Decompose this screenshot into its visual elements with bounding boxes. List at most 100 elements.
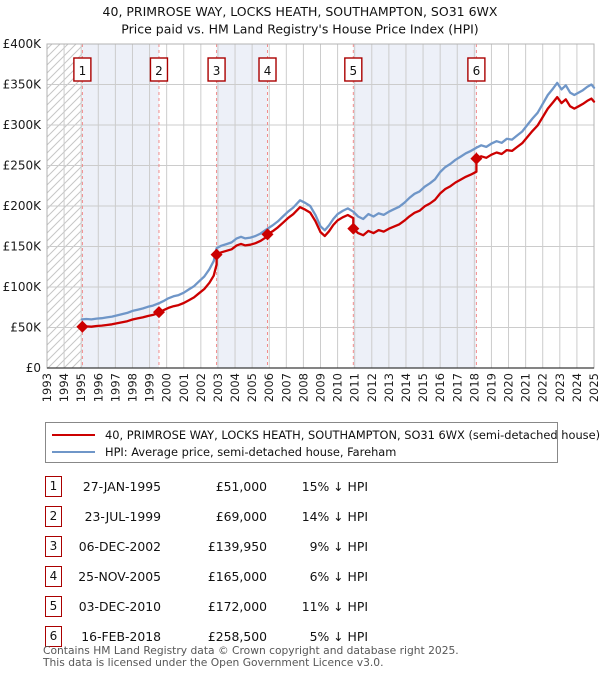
x-tick-label: 1997 (108, 373, 122, 402)
y-tick-label: £100K (3, 280, 43, 294)
sale-date: 06-DEC-2002 (78, 538, 161, 554)
table-row: 5 03-DEC-2010 £172,000 11% ↓ HPI (0, 591, 600, 621)
footer-line2: This data is licensed under the Open Gov… (43, 655, 384, 669)
chart-title-line1: 40, PRIMROSE WAY, LOCKS HEATH, SOUTHAMPT… (103, 4, 498, 19)
sale-price: £51,000 (215, 478, 267, 494)
x-tick-label: 2009 (314, 373, 328, 402)
sale-vs-hpi: 11% ↓ HPI (301, 598, 368, 614)
sale-vs-hpi: 14% ↓ HPI (301, 508, 368, 524)
x-tick-label: 2022 (536, 373, 550, 402)
sale-number-label: 2 (155, 64, 163, 78)
sale-price: £172,000 (207, 598, 267, 614)
hpi-line (80, 81, 596, 321)
x-tick-label: 2003 (211, 373, 225, 402)
sale-price: £165,000 (207, 568, 267, 584)
x-tick-label: 2007 (279, 373, 293, 402)
license-footer: Contains HM Land Registry data © Crown c… (43, 645, 583, 668)
sale-number-label: 1 (79, 64, 87, 78)
x-tick-label: 2013 (382, 373, 396, 402)
y-tick-label: £250K (3, 159, 43, 173)
table-row: 3 06-DEC-2002 £139,950 9% ↓ HPI (0, 531, 600, 561)
x-tick-label: 1998 (125, 373, 139, 402)
x-tick-label: 2016 (433, 373, 447, 402)
x-tick-label: 2020 (502, 373, 516, 402)
legend-item-price-paid: 40, PRIMROSE WAY, LOCKS HEATH, SOUTHAMPT… (46, 426, 600, 443)
sale-number-box (258, 57, 277, 82)
sale-marker-diamond (261, 228, 274, 241)
x-tick-label: 2024 (570, 373, 584, 402)
sale-price: £258,500 (207, 628, 267, 644)
x-tick-label: 1993 (40, 373, 54, 402)
price-paid-line (80, 95, 596, 328)
x-tick-label: 2011 (348, 373, 362, 402)
sale-marker-diamond (210, 248, 223, 261)
y-tick-label: £50K (10, 321, 42, 335)
sales-table: 1 27-JAN-1995 £51,000 15% ↓ HPI 2 23-JUL… (0, 471, 600, 651)
sale-number-box (207, 57, 226, 82)
sale-number-box (344, 57, 363, 82)
x-tick-label: 2025 (587, 373, 600, 402)
sale-number-badge: 4 (45, 565, 62, 587)
x-tick-label: 2021 (519, 373, 533, 402)
legend-item-hpi: HPI: Average price, semi-detached house,… (46, 443, 557, 460)
sale-vs-hpi: 9% ↓ HPI (309, 538, 368, 554)
chart-legend: 40, PRIMROSE WAY, LOCKS HEATH, SOUTHAMPT… (45, 422, 600, 463)
x-tick-label: 2019 (484, 373, 498, 402)
sale-date: 16-FEB-2018 (81, 628, 161, 644)
x-tick-label: 2014 (399, 373, 413, 402)
sale-vs-hpi: 6% ↓ HPI (309, 568, 368, 584)
y-tick-label: £400K (3, 37, 43, 51)
x-tick-label: 1999 (143, 373, 157, 402)
sale-date: 25-NOV-2005 (78, 568, 161, 584)
x-tick-label: 2005 (245, 373, 259, 402)
sale-marker-diamond (347, 222, 360, 235)
y-tick-label: £150K (3, 240, 43, 254)
sale-date: 27-JAN-1995 (82, 478, 161, 494)
sale-vs-hpi: 5% ↓ HPI (309, 628, 368, 644)
x-tick-label: 2008 (296, 373, 310, 402)
x-tick-label: 2006 (262, 373, 276, 402)
sale-number-box (467, 57, 486, 82)
x-tick-label: 2001 (177, 373, 191, 402)
sale-vs-hpi: 15% ↓ HPI (301, 478, 368, 494)
y-tick-label: £0 (26, 361, 41, 375)
sale-number-badge: 2 (45, 505, 62, 527)
y-tick-label: £200K (3, 199, 43, 213)
sale-number-box (149, 57, 169, 82)
sale-number-badge: 3 (45, 535, 62, 557)
x-tick-label: 2015 (416, 373, 430, 402)
sale-number-label: 4 (264, 64, 272, 78)
y-tick-label: £350K (3, 78, 43, 92)
table-row: 1 27-JAN-1995 £51,000 15% ↓ HPI (0, 471, 600, 501)
sale-price: £69,000 (215, 508, 267, 524)
x-tick-label: 2023 (553, 373, 567, 402)
price-line-swatch (52, 433, 95, 436)
chart-title-line2: Price paid vs. HM Land Registry's House … (121, 22, 478, 37)
sale-number-label: 3 (213, 64, 221, 78)
x-tick-label: 1994 (57, 373, 71, 402)
sale-number-label: 6 (473, 64, 481, 78)
x-tick-label: 1996 (91, 373, 105, 402)
y-tick-label: £300K (3, 118, 43, 132)
x-tick-label: 2002 (194, 373, 208, 402)
sale-price: £139,950 (207, 538, 267, 554)
sale-date: 23-JUL-1999 (84, 508, 161, 524)
sale-number-label: 5 (349, 64, 357, 78)
price-history-chart: 40, PRIMROSE WAY, LOCKS HEATH, SOUTHAMPT… (3, 4, 600, 402)
x-tick-label: 1995 (74, 373, 88, 402)
table-row: 2 23-JUL-1999 £69,000 14% ↓ HPI (0, 501, 600, 531)
x-tick-label: 2017 (450, 373, 464, 402)
legend-item-label: HPI: Average price, semi-detached house,… (105, 444, 397, 459)
hpi-line-swatch (52, 450, 95, 453)
table-row: 4 25-NOV-2005 £165,000 6% ↓ HPI (0, 561, 600, 591)
sale-number-badge: 1 (45, 475, 62, 497)
sale-marker-diamond (470, 152, 483, 165)
x-tick-label: 2012 (365, 373, 379, 402)
sale-number-badge: 5 (45, 595, 62, 617)
sale-marker-diamond (152, 306, 165, 319)
sale-date: 03-DEC-2010 (78, 598, 161, 614)
sale-number-box (73, 57, 92, 82)
x-tick-label: 2018 (467, 373, 481, 402)
sale-number-badge: 6 (45, 625, 62, 647)
